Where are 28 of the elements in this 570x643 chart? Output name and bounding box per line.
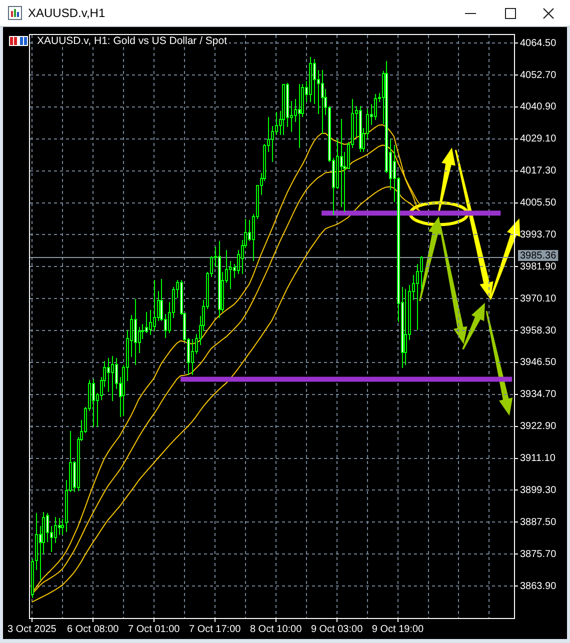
y-tick-label: 3993.70 <box>520 229 557 240</box>
x-tick-label: 9 Oct 03:00 <box>310 624 364 635</box>
chart-subtitle: XAUUSD.v, H1: Gold vs US Dollar / Spot <box>35 35 230 47</box>
chart-title: XAUUSD.v,H1 <box>28 6 106 20</box>
y-tick-label: 3899.30 <box>520 485 557 496</box>
y-tick-label: 4005.50 <box>520 198 557 209</box>
y-tick-label: 3875.70 <box>520 548 557 560</box>
y-tick-label: 3887.50 <box>520 516 557 528</box>
x-tick-label: 9 Oct 19:00 <box>372 624 424 635</box>
y-tick-label: 4052.70 <box>520 70 557 81</box>
x-tick-label: 3 Oct 2025 <box>7 624 57 635</box>
y-tick-label: 3958.30 <box>520 325 557 336</box>
y-tick-label: 3863.90 <box>520 580 557 592</box>
y-tick-label: 3946.50 <box>520 357 557 368</box>
y-tick-label: 3934.70 <box>520 389 557 400</box>
ref-line-label: 3985.36 <box>520 250 557 262</box>
x-tick-label: 7 Oct 01:00 <box>128 624 180 635</box>
x-tick-label: 8 Oct 10:00 <box>250 624 302 635</box>
y-tick-label: 3922.90 <box>520 421 557 432</box>
y-tick-label: 3981.90 <box>520 261 557 272</box>
y-tick-label: 3911.10 <box>520 453 556 464</box>
y-tick-label: 4064.50 <box>520 38 557 49</box>
x-tick-label: 7 Oct 17:00 <box>188 624 242 635</box>
y-tick-label: 4040.90 <box>520 102 557 113</box>
y-tick-label: 3970.10 <box>520 293 557 304</box>
y-tick-label: 4029.10 <box>520 134 557 145</box>
x-tick-label: 6 Oct 08:00 <box>67 624 120 635</box>
y-tick-label: 4017.30 <box>520 166 557 177</box>
